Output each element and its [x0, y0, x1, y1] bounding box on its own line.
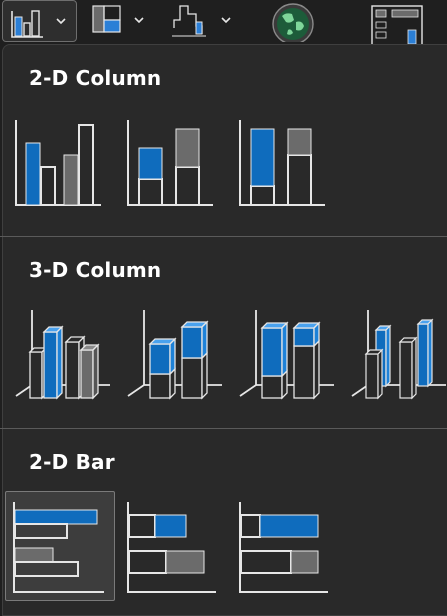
stacked-bar-option[interactable] — [117, 491, 227, 601]
globe-map-icon — [272, 3, 314, 42]
3d-stacked-column-option[interactable] — [117, 299, 227, 407]
3d-clustered-column-icon — [15, 310, 110, 400]
3d-clustered-column-option[interactable] — [5, 299, 115, 407]
chevron-down-icon[interactable] — [133, 15, 145, 25]
3d-stacked-column-icon — [127, 310, 222, 400]
chevron-down-icon[interactable] — [220, 15, 232, 25]
insert-waterfall-chart-button[interactable] — [170, 0, 238, 42]
maps-button[interactable] — [266, 0, 320, 42]
pivot-chart-icon — [371, 5, 423, 44]
section-divider — [0, 428, 447, 429]
3d-column-option[interactable] — [341, 299, 447, 407]
100-percent-stacked-bar-option[interactable] — [229, 491, 339, 601]
stacked-bar-icon — [127, 502, 216, 593]
ribbon-chart-group — [0, 0, 447, 44]
section-heading-3d-column: 3-D Column — [29, 258, 162, 282]
clustered-bar-option[interactable] — [5, 491, 115, 601]
clustered-column-icon — [15, 120, 101, 206]
waterfall-chart-icon — [172, 5, 206, 37]
insert-hierarchy-chart-button[interactable] — [88, 0, 152, 42]
3d-column-icon — [351, 310, 446, 400]
3d-100-percent-stacked-column-icon — [239, 310, 334, 400]
section-heading-2d-bar: 2-D Bar — [29, 450, 115, 474]
clustered-bar-icon — [13, 502, 104, 593]
100-percent-stacked-column-icon — [239, 120, 325, 206]
clustered-column-option[interactable] — [5, 107, 115, 213]
insert-column-or-bar-chart-button[interactable] — [2, 0, 77, 42]
100-percent-stacked-bar-icon — [239, 502, 328, 593]
100-percent-stacked-column-option[interactable] — [229, 107, 339, 213]
section-divider — [0, 236, 447, 237]
column-chart-icon — [11, 10, 43, 38]
stacked-column-option[interactable] — [117, 107, 227, 213]
stacked-column-icon — [127, 120, 213, 206]
section-heading-2d-column: 2-D Column — [29, 66, 162, 90]
3d-100-percent-stacked-column-option[interactable] — [229, 299, 339, 407]
chevron-down-icon[interactable] — [55, 16, 67, 26]
pivot-chart-button[interactable] — [366, 0, 426, 44]
hierarchy-chart-icon — [92, 5, 121, 33]
